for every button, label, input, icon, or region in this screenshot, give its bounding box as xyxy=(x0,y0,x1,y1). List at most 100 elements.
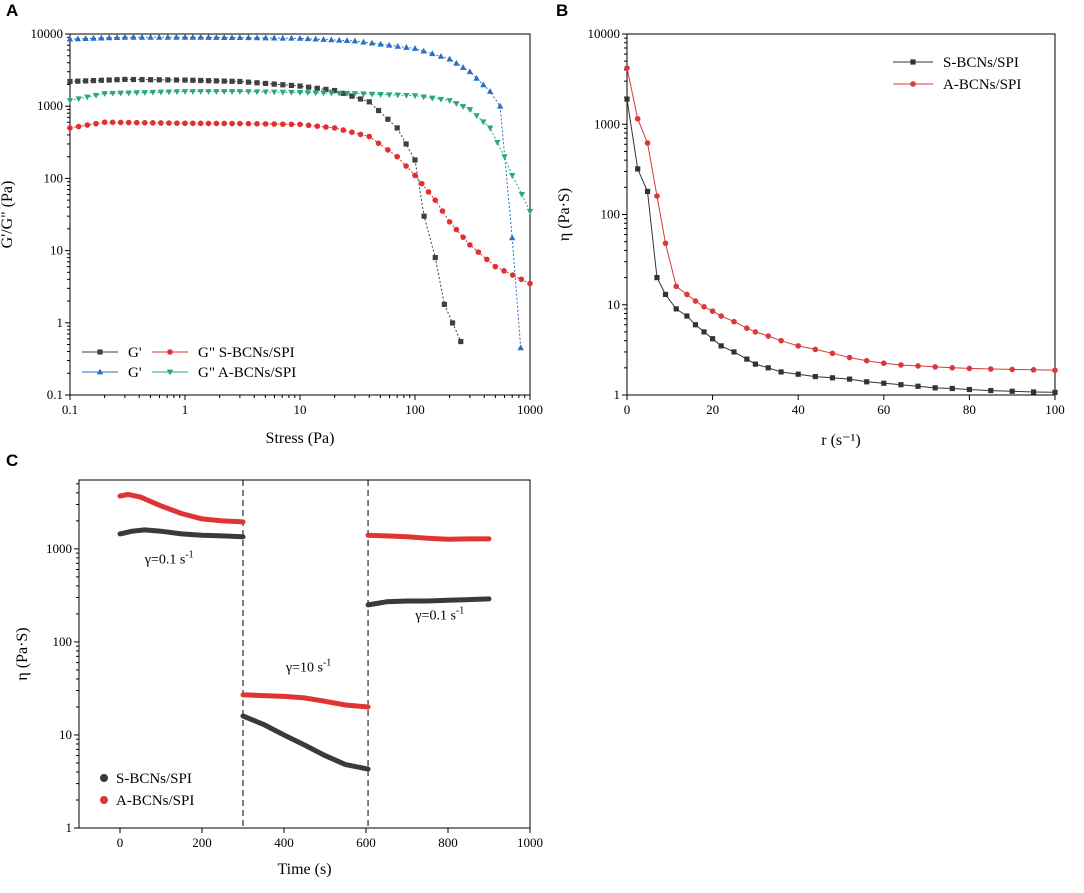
data-point xyxy=(795,343,801,349)
x-tick-label-a: 1 xyxy=(182,402,189,417)
data-point xyxy=(271,89,278,96)
data-point xyxy=(262,89,269,96)
data-point xyxy=(654,193,660,199)
data-point xyxy=(394,92,402,99)
data-point xyxy=(949,385,955,392)
shear-rate-annotation: γ=10 s-1 xyxy=(285,658,331,676)
data-point xyxy=(138,33,146,40)
data-point xyxy=(117,90,124,97)
legend-label: G' xyxy=(128,345,142,361)
data-point xyxy=(418,180,425,187)
series-line-a-bcns-spi xyxy=(626,67,1056,371)
shear-rate-annotation: γ=0.1 s-1 xyxy=(414,605,464,623)
data-point xyxy=(271,81,277,87)
data-point xyxy=(121,33,129,40)
annotation-text: γ=0.1 s xyxy=(144,552,186,567)
data-point xyxy=(403,141,409,147)
data-point xyxy=(692,298,699,304)
y-tick-label-b: 1000 xyxy=(594,116,620,131)
data-point xyxy=(133,90,140,97)
data-point xyxy=(182,77,188,83)
data-point xyxy=(75,78,81,84)
data-point xyxy=(141,90,149,96)
data-point xyxy=(501,268,507,274)
data-point xyxy=(644,140,651,146)
panel-letter-a: A xyxy=(6,1,18,20)
data-point xyxy=(662,291,669,298)
y-tick-label-a: 10 xyxy=(50,243,63,258)
data-point xyxy=(1009,388,1015,394)
data-point xyxy=(441,301,447,307)
data-point xyxy=(280,121,286,127)
data-point xyxy=(297,83,303,89)
data-point xyxy=(254,120,260,127)
data-point xyxy=(106,77,112,83)
data-point xyxy=(403,44,410,50)
data-point xyxy=(189,33,197,40)
chart-panel-a: 0.1 1 10 100 1000 0.1 1 10 100 1000 10000 Stress (P… xyxy=(0,26,543,447)
data-point xyxy=(360,38,367,45)
x-tick-label-a: 10 xyxy=(294,402,307,417)
data-point xyxy=(90,77,97,84)
series-g-a-bcns-spi xyxy=(66,89,534,215)
x-axis-title-a: Stress (Pa) xyxy=(266,430,335,447)
legend-b: S-BCNs/SPI A-BCNs/SPI xyxy=(893,55,1021,93)
data-point xyxy=(340,90,346,96)
data-point xyxy=(343,90,351,97)
data-point xyxy=(778,337,784,344)
data-point xyxy=(437,96,445,103)
chart-panel-c: 0 200 400 600 800 1000 1 10 100 1000 Time (s) η (Pa… xyxy=(14,479,543,878)
data-point xyxy=(229,78,235,84)
data-point xyxy=(752,329,759,335)
data-point xyxy=(197,34,204,40)
data-point xyxy=(149,89,157,96)
data-point xyxy=(304,35,312,42)
data-point xyxy=(306,84,312,90)
data-point xyxy=(157,89,165,96)
legend-label: S-BCNs/SPI xyxy=(116,771,192,787)
data-point xyxy=(253,34,261,41)
data-point xyxy=(846,376,853,382)
data-point xyxy=(173,77,180,83)
data-point xyxy=(731,318,737,325)
x-axis-title-c: Time (s) xyxy=(277,861,331,878)
data-point xyxy=(375,107,382,114)
data-point xyxy=(328,36,335,43)
data-point xyxy=(349,129,355,136)
data-point xyxy=(432,254,438,261)
data-point xyxy=(84,122,91,128)
data-point xyxy=(297,121,303,128)
annotation-superscript: -1 xyxy=(185,549,193,560)
legend-marker xyxy=(166,369,174,376)
data-point xyxy=(279,89,287,96)
data-point xyxy=(710,336,716,342)
legend-c: S-BCNs/SPI A-BCNs/SPI xyxy=(100,771,194,809)
data-point xyxy=(74,35,82,42)
data-point xyxy=(673,306,679,312)
data-point xyxy=(932,385,938,391)
data-point xyxy=(449,320,456,326)
data-point xyxy=(105,34,113,41)
data-point xyxy=(101,91,108,97)
data-point xyxy=(320,90,327,97)
data-point xyxy=(386,41,393,48)
x-tick-label-c: 400 xyxy=(274,835,294,850)
data-point xyxy=(158,120,164,126)
legend-marker xyxy=(96,368,104,375)
x-tick-label-a: 100 xyxy=(405,402,425,417)
data-point xyxy=(109,119,116,126)
data-point xyxy=(66,98,74,104)
data-point xyxy=(1009,366,1015,373)
series-segment xyxy=(117,527,246,540)
data-point xyxy=(357,96,364,102)
data-point xyxy=(254,80,260,86)
data-point xyxy=(508,173,516,179)
annotation-superscript: -1 xyxy=(323,658,331,669)
data-point xyxy=(190,120,196,127)
data-point xyxy=(966,386,972,393)
data-point xyxy=(245,89,252,96)
data-point xyxy=(83,78,89,84)
data-point xyxy=(349,93,355,99)
data-point xyxy=(526,208,534,215)
panel-letter-b: B xyxy=(556,1,568,20)
